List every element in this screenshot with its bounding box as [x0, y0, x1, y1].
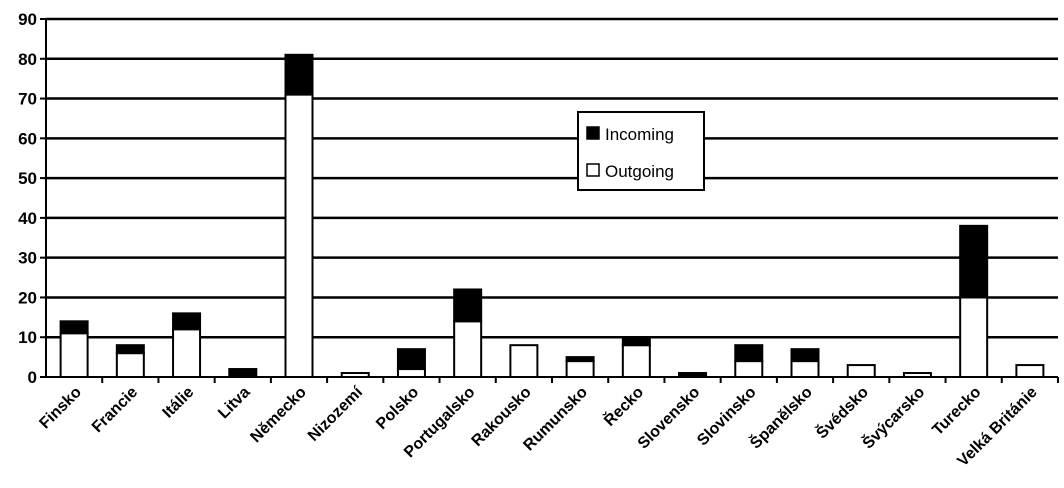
y-tick-label: 0	[28, 368, 37, 387]
y-tick-label: 40	[18, 209, 37, 228]
bar-outgoing-16	[959, 296, 989, 379]
bar-incoming-16	[959, 224, 989, 299]
bar-outgoing-6	[396, 368, 426, 378]
y-tick-label: 10	[18, 328, 37, 347]
bar-outgoing-17	[1015, 364, 1045, 379]
bar-outgoing-12	[734, 360, 764, 379]
bar-outgoing-4	[284, 93, 314, 378]
legend-box	[577, 111, 705, 191]
bar-outgoing-10	[621, 344, 651, 378]
bar-outgoing-14	[846, 364, 876, 379]
bar-incoming-0	[59, 320, 89, 335]
bar-incoming-12	[734, 344, 764, 363]
bar-outgoing-13	[790, 360, 820, 379]
x-category-label: Řecko	[600, 382, 648, 430]
bar-incoming-7	[453, 288, 483, 323]
legend-swatch-outgoing	[586, 163, 600, 177]
x-category-label: Nizozemí	[305, 383, 366, 444]
bar-incoming-4	[284, 53, 314, 96]
y-tick-label: 60	[18, 129, 37, 148]
legend-label-outgoing: Outgoing	[605, 162, 674, 181]
bar-incoming-10	[621, 336, 651, 347]
bar-incoming-6	[396, 348, 426, 371]
bar-incoming-9	[565, 356, 595, 363]
y-tick-label: 70	[18, 90, 37, 109]
bar-outgoing-1	[115, 352, 145, 378]
bar-outgoing-2	[172, 328, 202, 378]
y-tick-label: 90	[18, 10, 37, 29]
x-category-label: Litva	[215, 384, 253, 422]
y-tick-label: 50	[18, 169, 37, 188]
bar-incoming-13	[790, 348, 820, 363]
x-category-label: Polsko	[373, 384, 422, 433]
legend: Incoming Outgoing	[577, 111, 705, 191]
x-category-label: Itálie	[160, 384, 198, 422]
x-category-label: Francie	[89, 384, 141, 436]
bar-outgoing-0	[59, 332, 89, 378]
x-category-label: Turecko	[929, 384, 984, 439]
y-axis: 0 10 20 30 40 50 60 70 80 90	[18, 10, 47, 387]
gridlines	[46, 17, 1058, 339]
bar-outgoing-9	[565, 360, 595, 379]
y-tick-label: 20	[18, 288, 37, 307]
x-category-label: Německo	[247, 384, 309, 446]
bars	[59, 53, 1045, 379]
bar-outgoing-7	[453, 320, 483, 378]
bar-incoming-3	[228, 368, 258, 378]
legend-swatch-incoming	[586, 126, 600, 140]
y-tick-label: 30	[18, 249, 37, 268]
bar-incoming-1	[115, 344, 145, 355]
x-category-label: Finsko	[36, 384, 85, 433]
bar-incoming-2	[172, 312, 202, 331]
x-category-label: Švédsko	[812, 382, 872, 442]
legend-label-incoming: Incoming	[605, 125, 674, 144]
y-tick-label: 80	[18, 50, 37, 69]
bar-outgoing-8	[509, 344, 539, 378]
